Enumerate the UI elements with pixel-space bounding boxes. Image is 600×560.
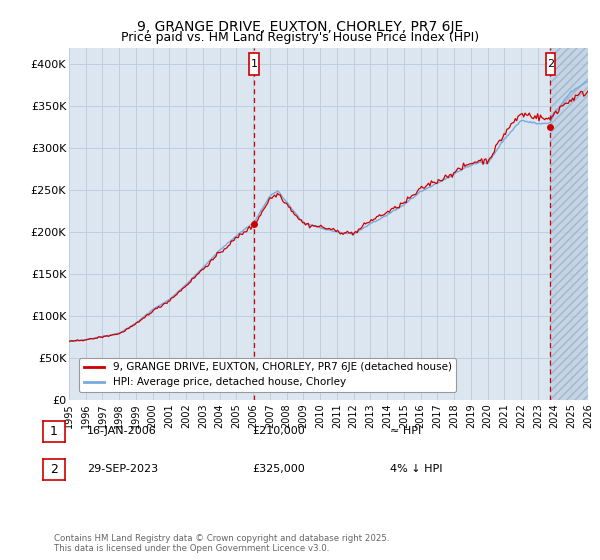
Text: £210,000: £210,000 xyxy=(252,426,305,436)
Text: Contains HM Land Registry data © Crown copyright and database right 2025.
This d: Contains HM Land Registry data © Crown c… xyxy=(54,534,389,553)
Text: ≈ HPI: ≈ HPI xyxy=(390,426,421,436)
Text: £325,000: £325,000 xyxy=(252,464,305,474)
Text: 29-SEP-2023: 29-SEP-2023 xyxy=(87,464,158,474)
Text: 9, GRANGE DRIVE, EUXTON, CHORLEY, PR7 6JE: 9, GRANGE DRIVE, EUXTON, CHORLEY, PR7 6J… xyxy=(137,20,463,34)
Legend: 9, GRANGE DRIVE, EUXTON, CHORLEY, PR7 6JE (detached house), HPI: Average price, : 9, GRANGE DRIVE, EUXTON, CHORLEY, PR7 6J… xyxy=(79,358,456,391)
Polygon shape xyxy=(550,48,588,400)
Text: 16-JAN-2006: 16-JAN-2006 xyxy=(87,426,157,436)
FancyBboxPatch shape xyxy=(249,54,259,76)
Text: 1: 1 xyxy=(250,59,257,69)
Text: 1: 1 xyxy=(50,424,58,438)
Text: 4% ↓ HPI: 4% ↓ HPI xyxy=(390,464,443,474)
Text: Price paid vs. HM Land Registry's House Price Index (HPI): Price paid vs. HM Land Registry's House … xyxy=(121,31,479,44)
Text: 2: 2 xyxy=(50,463,58,476)
Text: 2: 2 xyxy=(547,59,554,69)
FancyBboxPatch shape xyxy=(545,54,555,76)
